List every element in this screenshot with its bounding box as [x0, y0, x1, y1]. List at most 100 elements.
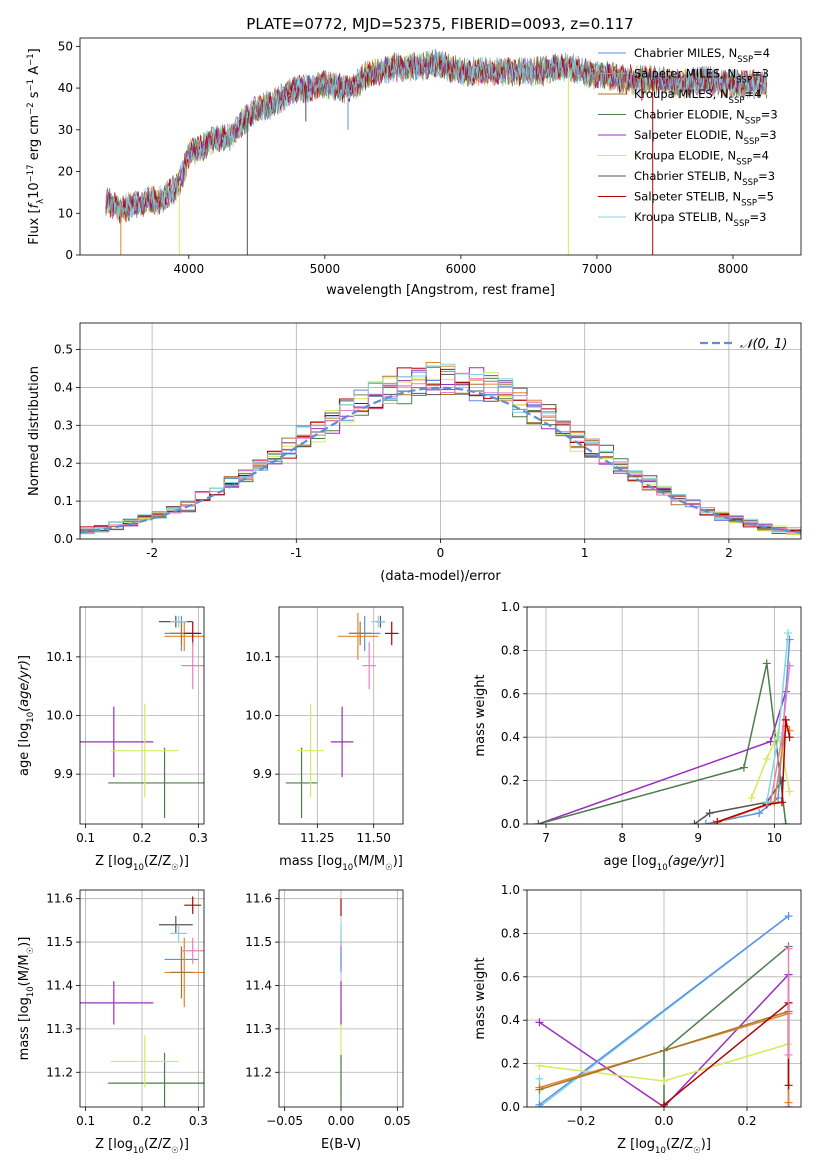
spectrum-xlabel: wavelength [Angstrom, rest frame] — [326, 283, 555, 298]
spectrum-xtick-label: 8000 — [718, 262, 749, 276]
weight-vs-Z-point-marker — [535, 1061, 544, 1070]
age-vs-Z-panel: 0.1 0.2 0.3 9.9 10.0 10.1 Z [log10(Z/Z☉)] age [… — [17, 606, 208, 873]
age-vs-mass-plot-area — [285, 612, 399, 819]
mass-vs-ebv-ytick-label: 11.6 — [245, 892, 272, 906]
weight-vs-age-plot-area — [534, 629, 794, 824]
age-vs-Z-ytick-label: 9.9 — [54, 767, 73, 781]
age-vs-mass-xtick-label: 11.25 — [300, 831, 334, 845]
weight-vs-Z-xtick-label: 0.2 — [737, 1114, 756, 1128]
weight-vs-age-point-marker — [705, 809, 714, 818]
age-vs-Z-ytick-label: 10.1 — [46, 650, 73, 664]
mass-vs-Z-xtick-label: 0.1 — [76, 1114, 95, 1128]
residuals-ytick-label: 0.5 — [54, 343, 73, 357]
spectrum-legend-label: Chabrier MILES, NSSP=4 — [634, 46, 770, 65]
residuals-xtick-label: 2 — [725, 546, 733, 560]
residuals-xlabel: (data-model)/error — [380, 569, 501, 584]
weight-vs-Z-point-marker — [784, 944, 793, 953]
weight-vs-age-series-line — [693, 780, 783, 824]
spectrum-ytick-label: 0 — [65, 248, 73, 262]
weight-vs-age-point-marker — [534, 820, 543, 824]
plots-group: 4000 5000 6000 7000 800001020304050wavelengt… — [17, 37, 802, 1156]
weight-vs-Z-ytick-label: 0.4 — [501, 1013, 520, 1027]
weight-vs-age-point-marker — [762, 798, 771, 807]
weight-vs-Z-point-marker — [784, 1050, 793, 1059]
mass-vs-ebv-ytick-label: 11.4 — [245, 978, 272, 992]
weight-vs-age-point-marker — [713, 817, 722, 824]
weight-vs-age-ytick-label: 0.0 — [501, 817, 520, 831]
age-vs-mass-frame — [278, 606, 404, 825]
weight-vs-Z-point-marker — [784, 1081, 793, 1090]
weight-vs-Z-ylabel: mass weight — [473, 957, 488, 1039]
age-vs-mass-ytick-label: 10.0 — [245, 709, 272, 723]
weight-vs-Z-ytick-label: 0.2 — [501, 1057, 520, 1071]
weight-vs-age-point-marker — [690, 820, 699, 824]
mass-vs-Z-xtick-label: 0.2 — [132, 1114, 151, 1128]
spectrum-ylabel: Flux [fλ10−17 erg cm−2 s−1 A−1] — [26, 48, 46, 244]
mass-vs-ebv-xtick-label: 0.00 — [328, 1114, 355, 1128]
weight-vs-Z-series-line — [539, 915, 789, 1106]
weight-vs-age-xtick-label: 10 — [767, 831, 782, 845]
mass-vs-ebv-ytick-label: 11.3 — [245, 1022, 272, 1036]
residuals-frame — [79, 322, 802, 540]
weight-vs-age-point-marker — [777, 798, 786, 807]
spectrum-legend-label: Kroupa MILES, NSSP=4 — [634, 87, 761, 106]
weight-vs-Z-point-marker — [784, 1098, 793, 1107]
weight-vs-Z-ytick-label: 1.0 — [501, 883, 520, 897]
residuals-ytick-label: 0.1 — [54, 494, 73, 508]
mass-vs-Z-ytick-label: 11.5 — [46, 935, 73, 949]
weight-vs-age-frame — [526, 606, 802, 825]
mass-vs-Z-ytick-label: 11.4 — [46, 978, 73, 992]
age-vs-Z-xtick-label: 0.3 — [189, 831, 208, 845]
weight-vs-Z-series-line — [539, 1010, 789, 1091]
residuals-ytick-label: 0.4 — [54, 380, 73, 394]
weight-vs-age-point-marker — [784, 629, 793, 638]
weight-vs-Z-point-marker — [535, 1018, 544, 1027]
weight-vs-age-point-marker — [781, 715, 790, 724]
weight-vs-Z-xtick-label: 0.0 — [654, 1114, 673, 1128]
spectrum-xtick-label: 6000 — [446, 262, 477, 276]
mass-vs-ebv-panel: −0.05 0.00 0.05 11.2 11.3 11.4 11.5 11.6 E(B-V) — [245, 889, 411, 1152]
spectrum-legend-label: Chabrier ELODIE, NSSP=3 — [634, 108, 778, 127]
age-vs-mass-xtick-label: 11.50 — [357, 831, 391, 845]
weight-vs-age-ylabel: mass weight — [473, 674, 488, 756]
mass-vs-Z-ylabel: mass [log10(M/M☉)] — [17, 937, 36, 1061]
spectrum-ytick-label: 10 — [58, 206, 73, 220]
weight-vs-age-ytick-label: 0.6 — [501, 687, 520, 701]
weight-vs-Z-frame — [526, 889, 802, 1108]
spectrum-series-line — [105, 50, 768, 219]
weight-vs-age-panel: 7 8 9 10 0.0 0.2 0.4 0.6 0.8 1.0 age [log10(age/yr… — [473, 600, 802, 873]
spectrum-legend-label: Kroupa STELIB, NSSP=3 — [634, 210, 766, 229]
mass-vs-Z-plot-area — [80, 896, 204, 1107]
weight-vs-Z-point-marker — [660, 1076, 668, 1085]
weight-vs-age-series-line — [538, 663, 787, 824]
figure-title: PLATE=0772, MJD=52375, FIBERID=0093, z=0… — [246, 15, 633, 33]
weight-vs-age-ytick-label: 0.4 — [501, 730, 520, 744]
weight-vs-age-xtick-label: 8 — [618, 831, 626, 845]
residuals-ytick-label: 0.0 — [54, 532, 73, 546]
residuals-ylabel: Normed distribution — [27, 366, 42, 496]
age-vs-Z-xlabel: Z [log10(Z/Z☉)] — [95, 854, 189, 873]
spectrum-legend-label: Salpeter STELIB, NSSP=5 — [634, 190, 774, 209]
mass-vs-Z-panel: 0.1 0.2 0.3 11.2 11.3 11.4 11.5 11.6 Z [log10(Z/… — [17, 889, 208, 1156]
age-vs-Z-xtick-label: 0.1 — [76, 831, 95, 845]
age-vs-Z-frame — [79, 606, 205, 825]
residuals-ytick-label: 0.2 — [54, 456, 73, 470]
weight-vs-age-point-marker — [785, 787, 794, 796]
spectrum-series-line — [105, 51, 768, 223]
weight-vs-age-point-marker — [785, 733, 794, 742]
residuals-panel: -2 -1 0 1 2 0.0 0.1 0.2 0.3 0.4 0.5 𝒩(0, 1) (data-mo… — [27, 322, 802, 584]
weight-vs-Z-ytick-label: 0.6 — [501, 970, 520, 984]
mass-vs-ebv-ytick-label: 11.2 — [245, 1065, 272, 1079]
weight-vs-Z-point-marker — [535, 1085, 544, 1094]
mass-vs-Z-xlabel: Z [log10(Z/Z☉)] — [95, 1137, 189, 1156]
mass-vs-ebv-xlabel: E(B-V) — [321, 1137, 361, 1152]
mass-vs-Z-ytick-label: 11.6 — [46, 892, 73, 906]
residuals-plot-area — [80, 362, 801, 538]
spectrum-ytick-label: 50 — [58, 39, 73, 53]
normal-curve — [80, 386, 801, 534]
weight-vs-Z-panel: −0.2 0.0 0.2 0.0 0.2 0.4 0.6 0.8 1.0 Z [log10(Z/Z… — [473, 883, 802, 1156]
weight-vs-Z-ytick-label: 0.0 — [501, 1100, 520, 1114]
mass-vs-Z-ytick-label: 11.2 — [46, 1065, 73, 1079]
age-vs-Z-xtick-label: 0.2 — [132, 831, 151, 845]
weight-vs-Z-ytick-label: 0.8 — [501, 926, 520, 940]
